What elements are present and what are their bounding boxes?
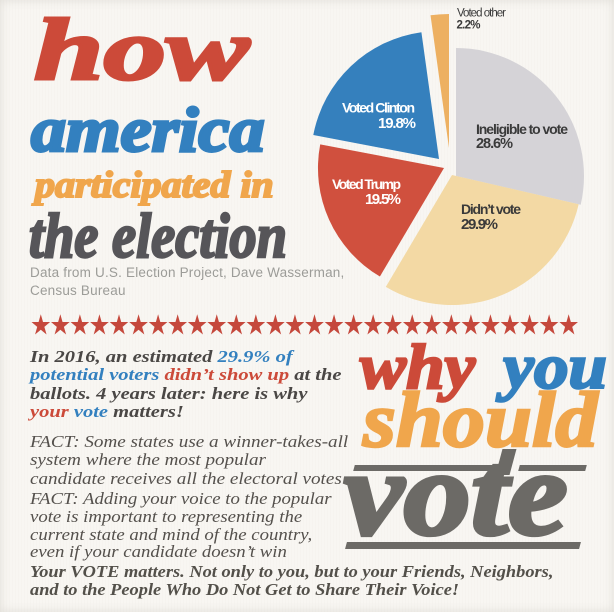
svg-text:2.2%: 2.2% [457,20,481,32]
svg-text:Voted Clinton: Voted Clinton [342,100,415,116]
svg-text:28.6%: 28.6% [476,136,513,152]
svg-text:29.9%: 29.9% [461,216,498,233]
svg-text:Ineligible to vote: Ineligible to vote [476,121,568,137]
svg-text:19.8%: 19.8% [378,115,416,132]
svg-text:Voted Trump: Voted Trump [332,176,401,192]
svg-text:19.5%: 19.5% [365,191,401,208]
svg-text:Didn’t vote: Didn’t vote [461,201,521,217]
svg-text:Voted other: Voted other [457,7,506,19]
